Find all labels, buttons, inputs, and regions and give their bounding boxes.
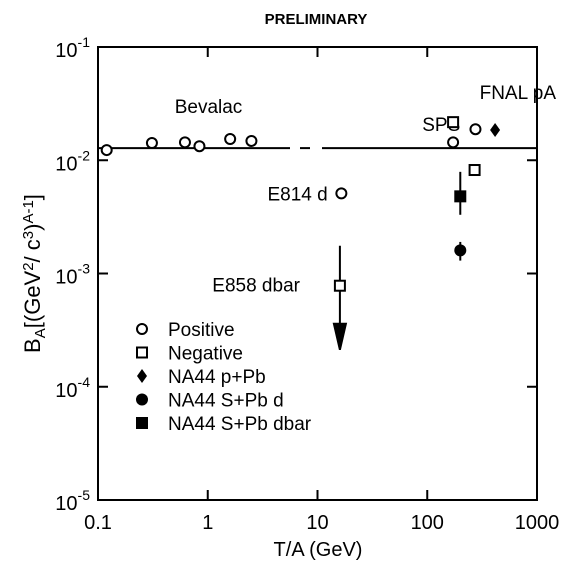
annotation: Bevalac: [175, 97, 243, 118]
chart-title: PRELIMINARY: [265, 11, 368, 28]
annotation: FNAL pA: [480, 83, 557, 104]
point: [145, 137, 158, 150]
point: [245, 134, 258, 147]
y-label-part: / c: [20, 239, 45, 262]
x-tick-label: 10: [306, 512, 328, 534]
y-label-part: A-1: [20, 200, 37, 223]
legend-label: NA44 S+Pb d: [168, 391, 284, 412]
legend-marker: [137, 369, 147, 383]
point: [469, 123, 482, 136]
y-tick-exponent: -3: [78, 261, 91, 277]
point: [335, 187, 348, 200]
point: [193, 140, 206, 153]
point: [447, 116, 460, 129]
point: [468, 164, 481, 177]
y-tick-label: 10-2: [55, 147, 90, 175]
x-tick-label: 0.1: [84, 512, 112, 534]
y-label-part: [(GeV: [20, 270, 45, 328]
legend-marker: [136, 323, 148, 335]
y-tick-label: 10-3: [55, 261, 90, 289]
y-tick-exponent: -4: [78, 374, 91, 390]
legend-label: Positive: [168, 320, 235, 341]
y-label-part: 2: [20, 262, 37, 270]
plot-frame: [97, 46, 538, 501]
upper-limit-arrow: [332, 245, 348, 350]
point: [454, 244, 467, 257]
legend-label: NA44 S+Pb dbar: [168, 414, 312, 435]
y-tick-base: 10: [55, 40, 77, 62]
y-tick-base: 10: [55, 153, 77, 175]
x-axis-label: T/A (GeV): [274, 539, 363, 561]
point: [454, 190, 467, 203]
point: [224, 133, 237, 146]
point: [100, 144, 113, 157]
y-label-part: ): [20, 224, 45, 231]
legend-label: NA44 p+Pb: [168, 367, 266, 388]
annotation: E858 dbar: [212, 275, 300, 296]
y-label-part: ]: [20, 194, 45, 200]
y-axis-label: BA[(GeV2/ c3)A-1]: [20, 194, 49, 353]
x-tick-label: 100: [411, 512, 444, 534]
legend-marker: [136, 417, 148, 429]
legend-marker: [136, 346, 148, 359]
y-tick-label: 10-1: [55, 34, 90, 62]
annotation: E814 d: [267, 184, 327, 205]
point: [490, 122, 501, 137]
x-tick-label: 1: [202, 512, 213, 534]
legend-label: Negative: [168, 344, 243, 365]
y-tick-base: 10: [55, 493, 77, 515]
y-tick-base: 10: [55, 267, 77, 289]
y-tick-exponent: -2: [78, 147, 91, 163]
y-label-part: A: [32, 328, 49, 338]
point: [178, 136, 191, 149]
point: [447, 136, 460, 149]
legend-marker: [136, 393, 148, 406]
point: [333, 279, 346, 292]
y-label-part: B: [20, 338, 45, 353]
y-tick-base: 10: [55, 380, 77, 402]
x-tick-label: 1000: [515, 512, 560, 534]
y-tick-exponent: -5: [78, 487, 91, 503]
y-tick-label: 10-5: [55, 487, 90, 515]
y-tick-exponent: -1: [78, 34, 91, 50]
y-tick-label: 10-4: [55, 374, 90, 402]
y-label-part: 3: [20, 231, 37, 239]
